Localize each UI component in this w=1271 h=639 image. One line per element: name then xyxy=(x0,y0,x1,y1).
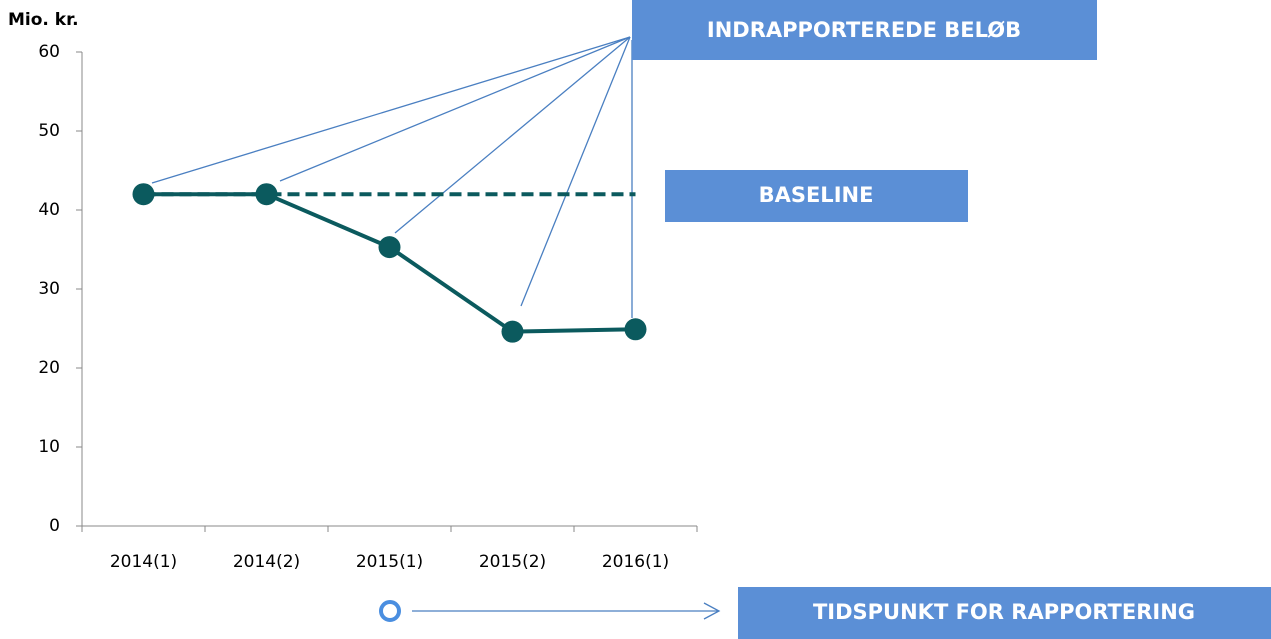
point xyxy=(255,183,278,206)
callout-lines xyxy=(151,36,633,318)
annotation-box xyxy=(738,587,1271,639)
annotation: INDRAPPORTEREDE BELØB xyxy=(707,18,1021,42)
x-tick-label: 2014(2) xyxy=(233,552,300,572)
y-tick-label: 10 xyxy=(38,437,60,457)
arrow-origin xyxy=(379,600,401,622)
point xyxy=(624,318,647,341)
point xyxy=(132,183,155,206)
x-tick-label: 2015(1) xyxy=(356,552,423,572)
y-axis-label: Mio. kr. xyxy=(8,10,79,30)
annotation-box xyxy=(665,170,968,222)
y-tick-label: 0 xyxy=(49,516,60,536)
y-tick-label: 60 xyxy=(38,42,60,62)
annotation-box xyxy=(632,0,1097,60)
x-tick-label: 2016(1) xyxy=(602,552,669,572)
y-tick-label: 20 xyxy=(38,358,60,378)
x-tick-label: 2015(2) xyxy=(479,552,546,572)
series-line xyxy=(143,192,636,334)
point xyxy=(501,320,524,343)
annotation: TIDSPUNKT FOR RAPPORTERING xyxy=(813,600,1195,624)
x-tick-label: 2014(1) xyxy=(110,552,177,572)
y-tick-label: 40 xyxy=(38,200,60,220)
annotation: BASELINE xyxy=(759,183,874,207)
y-tick-label: 50 xyxy=(38,121,60,141)
y-tick-label: 30 xyxy=(38,279,60,299)
point xyxy=(378,236,401,259)
arrow-head xyxy=(703,602,721,620)
